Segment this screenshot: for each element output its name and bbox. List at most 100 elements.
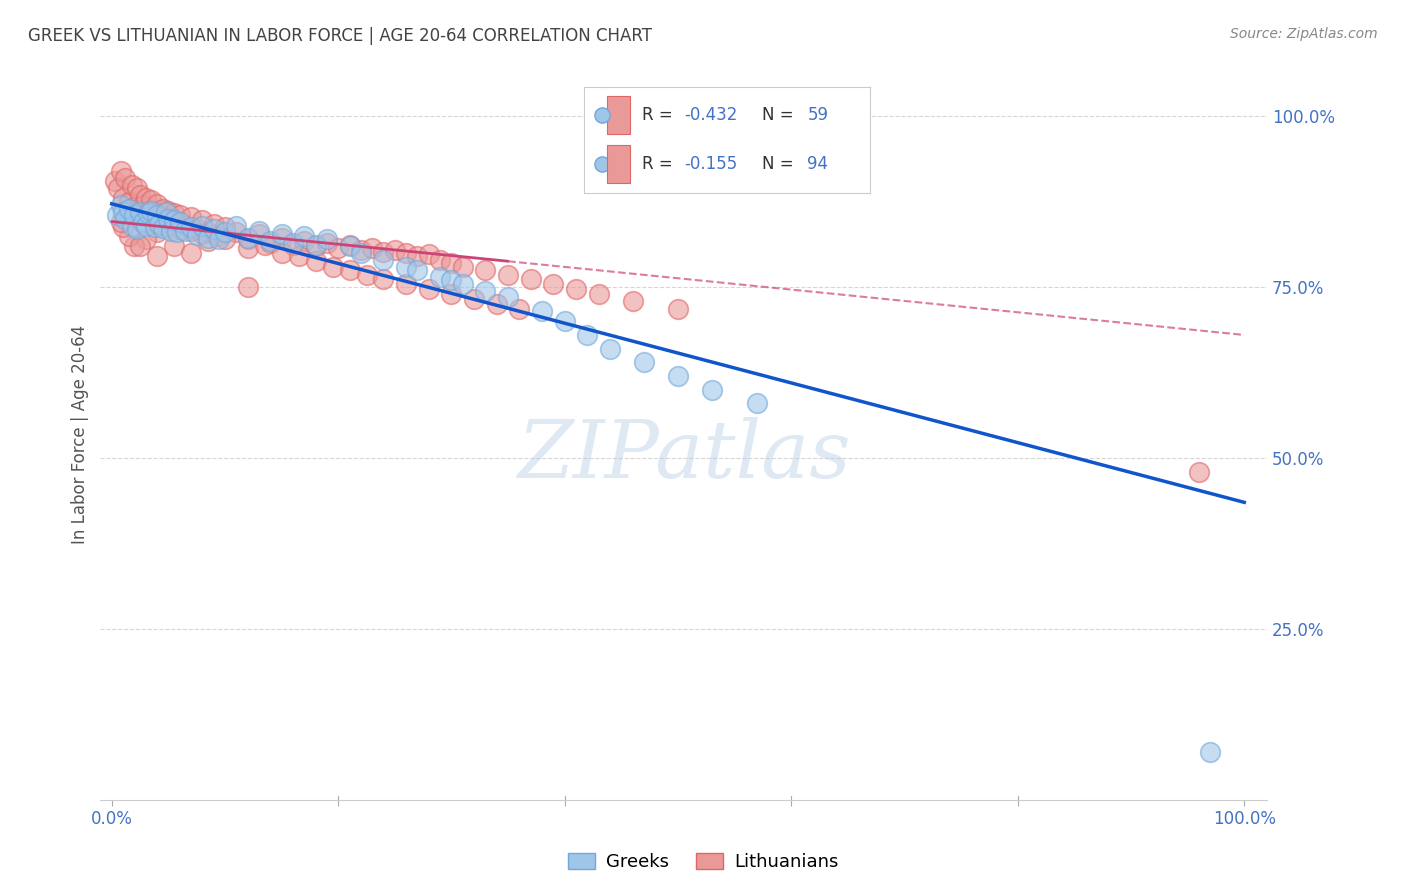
- Point: [270, 246, 292, 260]
- Point: [159, 215, 181, 229]
- Point: [121, 178, 143, 192]
- Point: [118, 228, 141, 243]
- Point: [136, 203, 159, 218]
- Point: [118, 202, 141, 216]
- Point: [474, 263, 496, 277]
- Point: [429, 252, 451, 267]
- Point: [1199, 745, 1222, 759]
- Point: [451, 277, 474, 291]
- Point: [141, 193, 163, 207]
- Point: [148, 217, 170, 231]
- Point: [304, 254, 326, 268]
- Point: [208, 232, 231, 246]
- Point: [169, 222, 191, 236]
- Point: [202, 217, 225, 231]
- Point: [666, 301, 689, 316]
- Point: [186, 222, 208, 236]
- Point: [163, 206, 186, 220]
- Point: [429, 269, 451, 284]
- Point: [395, 260, 418, 274]
- Point: [129, 188, 152, 202]
- Point: [129, 205, 152, 219]
- Point: [339, 239, 361, 253]
- Point: [197, 234, 219, 248]
- Point: [146, 226, 169, 240]
- Point: [451, 260, 474, 274]
- Point: [565, 281, 588, 295]
- Point: [169, 215, 191, 229]
- Text: ZIPatlas: ZIPatlas: [517, 417, 851, 495]
- Point: [356, 268, 378, 282]
- Point: [125, 222, 148, 236]
- Point: [143, 206, 166, 220]
- Point: [496, 268, 519, 282]
- Point: [191, 227, 214, 241]
- Point: [253, 237, 276, 252]
- Point: [700, 383, 723, 397]
- Point: [146, 196, 169, 211]
- Point: [124, 208, 146, 222]
- Point: [118, 194, 141, 209]
- Point: [114, 170, 136, 185]
- Point: [543, 277, 565, 291]
- Point: [247, 227, 270, 241]
- Point: [339, 263, 361, 277]
- Point: [281, 237, 304, 252]
- Point: [129, 239, 152, 253]
- Point: [225, 219, 247, 233]
- Point: [152, 221, 174, 235]
- Point: [474, 284, 496, 298]
- Point: [373, 244, 395, 259]
- Point: [107, 181, 129, 195]
- Point: [270, 227, 292, 241]
- Point: [141, 203, 163, 218]
- Point: [350, 246, 373, 260]
- Point: [315, 232, 337, 246]
- Point: [292, 228, 315, 243]
- Point: [155, 205, 177, 219]
- Point: [440, 287, 463, 301]
- Point: [148, 209, 170, 223]
- Point: [666, 368, 689, 383]
- Point: [1188, 465, 1211, 479]
- Point: [146, 208, 169, 222]
- Point: [166, 226, 188, 240]
- Point: [747, 396, 769, 410]
- Point: [406, 249, 429, 263]
- Point: [395, 277, 418, 291]
- Point: [180, 246, 202, 260]
- Point: [440, 273, 463, 287]
- Point: [621, 293, 644, 308]
- Point: [304, 237, 326, 252]
- Point: [191, 219, 214, 233]
- Point: [114, 211, 136, 226]
- Point: [418, 247, 440, 261]
- Point: [111, 205, 134, 219]
- Point: [111, 191, 134, 205]
- Point: [135, 219, 157, 233]
- Point: [159, 224, 181, 238]
- Point: [132, 198, 155, 212]
- Point: [132, 215, 155, 229]
- Point: [287, 249, 309, 263]
- Point: [322, 260, 344, 274]
- Point: [373, 252, 395, 267]
- Point: [576, 328, 599, 343]
- Point: [384, 243, 406, 257]
- Point: [208, 228, 231, 243]
- Point: [104, 174, 127, 188]
- Point: [259, 234, 281, 248]
- Y-axis label: In Labor Force | Age 20-64: In Labor Force | Age 20-64: [72, 325, 89, 543]
- Point: [197, 231, 219, 245]
- Point: [110, 215, 132, 229]
- Point: [136, 206, 159, 220]
- Point: [135, 232, 157, 246]
- Point: [304, 239, 326, 253]
- Point: [508, 301, 530, 316]
- Point: [292, 234, 315, 248]
- Point: [315, 235, 337, 250]
- Point: [270, 231, 292, 245]
- Text: Source: ZipAtlas.com: Source: ZipAtlas.com: [1230, 27, 1378, 41]
- Point: [152, 202, 174, 216]
- Point: [111, 220, 134, 235]
